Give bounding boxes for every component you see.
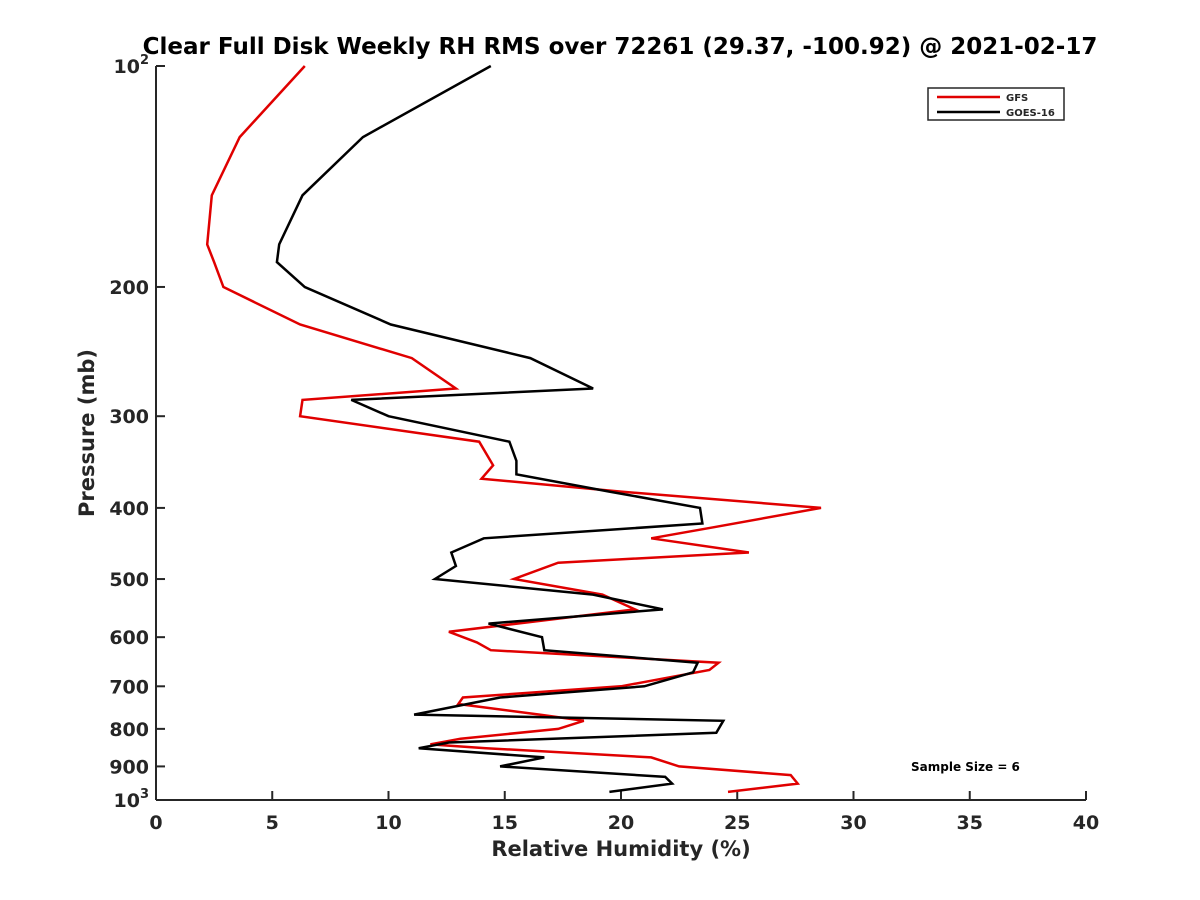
y-axis-label: Pressure (mb)	[75, 349, 99, 517]
y-tick-label: 700	[109, 676, 149, 698]
y-tick-exponent: 3	[140, 787, 149, 802]
legend-label: GFS	[1006, 93, 1028, 104]
x-tick-label: 25	[724, 812, 750, 834]
x-tick-label: 20	[608, 812, 634, 834]
series-group	[205, 64, 822, 794]
y-tick-label: 200	[109, 277, 149, 299]
y-tick-base: 10	[114, 790, 140, 812]
y-tick-label: 600	[109, 627, 149, 649]
x-tick-label: 15	[492, 812, 518, 834]
y-tick-label: 500	[109, 569, 149, 591]
series-line-gfs	[205, 65, 822, 794]
x-tick-label: 0	[149, 812, 162, 834]
chart-title: Clear Full Disk Weekly RH RMS over 72261…	[143, 34, 1098, 60]
y-tick-label: 800	[109, 719, 149, 741]
y-tick-label: 900	[109, 756, 149, 778]
x-ticks-group: 0 5 10 15 20 25 30 35 40	[149, 791, 1099, 834]
x-tick-label: 30	[840, 812, 866, 834]
legend-box	[927, 87, 1065, 121]
y-tick-label-power: 103	[114, 787, 150, 812]
x-tick-label: 35	[957, 812, 983, 834]
x-tick-label: 10	[375, 812, 401, 834]
y-tick-base: 10	[114, 56, 140, 78]
series-line-goes-16	[275, 64, 726, 794]
legend-label: GOES-16	[1006, 108, 1055, 119]
x-axis-label: Relative Humidity (%)	[491, 837, 750, 861]
x-tick-label: 5	[266, 812, 279, 834]
x-tick-label: 40	[1073, 812, 1099, 834]
y-tick-label-power: 102	[114, 53, 150, 78]
sample-size-annotation: Sample Size = 6	[911, 760, 1020, 774]
y-tick-exponent: 2	[140, 53, 149, 68]
y-tick-label: 400	[109, 498, 149, 520]
y-tick-label: 300	[109, 406, 149, 428]
legend: GFS GOES-16	[927, 87, 1065, 121]
